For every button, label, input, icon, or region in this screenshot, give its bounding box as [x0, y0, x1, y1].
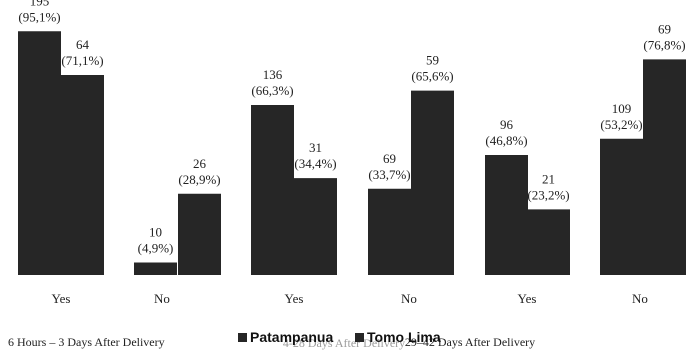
data-label-count: 26	[193, 156, 207, 171]
group-label: 29–42 Days After Delivery	[405, 335, 535, 349]
category-label: Yes	[518, 291, 537, 306]
legend-swatch	[355, 333, 364, 342]
category-label: Yes	[52, 291, 71, 306]
bar-tomo-lima	[178, 193, 221, 275]
data-label-percent: (4,9%)	[138, 241, 174, 256]
category-label: No	[632, 291, 648, 306]
data-label-percent: (53,2%)	[600, 117, 642, 132]
data-label-percent: (66,3%)	[251, 83, 293, 98]
value-labels-layer: 195(95,1%)10(4,9%)136(66,3%)69(33,7%)96(…	[18, 0, 685, 256]
bars-layer	[18, 31, 686, 275]
data-label-count: 69	[383, 151, 396, 166]
bar-patampanua	[18, 31, 61, 275]
data-label-count: 69	[658, 21, 671, 36]
bar-tomo-lima	[294, 178, 337, 275]
data-label-count: 96	[500, 117, 514, 132]
data-label-percent: (33,7%)	[368, 167, 410, 182]
data-label-percent: (28,9%)	[178, 172, 220, 187]
legend-label: Patampanua	[250, 329, 333, 345]
data-label-percent: (34,4%)	[294, 156, 336, 171]
bar-tomo-lima	[61, 75, 104, 275]
bar-patampanua	[368, 188, 411, 275]
bar-patampanua	[251, 105, 294, 275]
legend: Patampanua Tomo Lima	[238, 329, 441, 345]
data-label-percent: (76,8%)	[643, 37, 685, 52]
data-label-count: 109	[612, 101, 632, 116]
legend-swatch	[238, 333, 247, 342]
data-label-count: 64	[76, 37, 90, 52]
data-label-count: 21	[542, 171, 555, 186]
bar-patampanua	[600, 138, 643, 275]
bar-patampanua	[134, 262, 177, 275]
bar-patampanua	[485, 155, 528, 275]
data-label-count: 136	[263, 67, 283, 82]
category-label: No	[401, 291, 417, 306]
data-label-percent: (23,2%)	[527, 187, 569, 202]
legend-label: Tomo Lima	[367, 329, 441, 345]
data-label-count: 10	[149, 225, 162, 240]
data-label-percent: (95,1%)	[18, 9, 60, 24]
group-label: 4-28 Days After Delivery	[283, 336, 405, 350]
category-label: Yes	[285, 291, 304, 306]
data-label-percent: (65,6%)	[411, 69, 453, 84]
data-label-count: 59	[426, 53, 439, 68]
data-label-percent: (71,1%)	[61, 53, 103, 68]
bar-tomo-lima	[527, 209, 570, 275]
bar-tomo-lima	[411, 90, 454, 275]
category-label: No	[154, 291, 170, 306]
data-label-percent: (46,8%)	[485, 133, 527, 148]
data-label-count: 31	[309, 140, 322, 155]
data-label-count: 195	[30, 0, 50, 8]
bar-tomo-lima	[643, 59, 686, 275]
group-label: 6 Hours – 3 Days After Delivery	[8, 335, 165, 349]
